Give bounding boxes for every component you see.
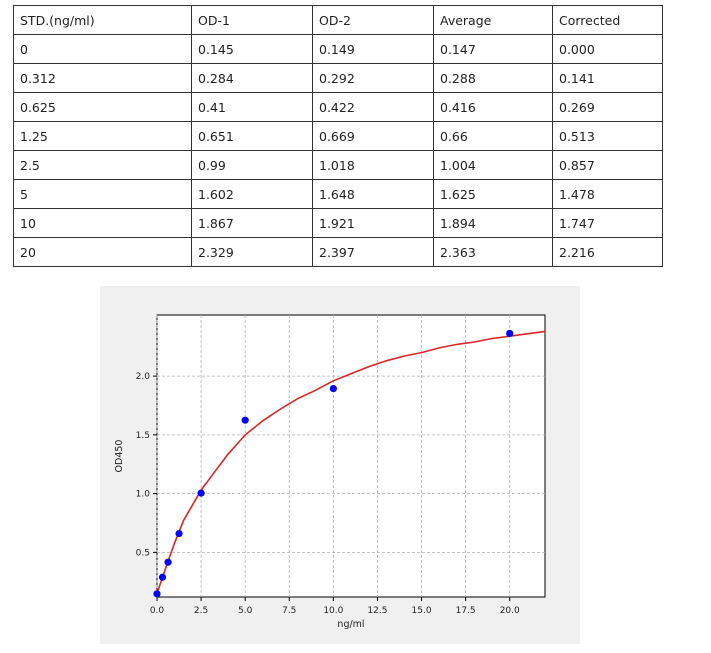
x-tick-label: 2.5	[194, 606, 208, 616]
table-cell: 2.363	[433, 237, 553, 267]
data-point	[197, 489, 205, 497]
column-header: STD.(ng/ml)	[13, 5, 192, 35]
table-row: 10 1.867 1.921 1.894 1.747	[13, 208, 663, 238]
x-tick-label: 20.0	[500, 606, 520, 616]
standard-curve-chart: 0.0 2.5 5.0 7.5 10.0 12.5 15.0 17.5 20.0 0.5 1.0 1…	[114, 314, 546, 630]
x-tick-label: 5.0	[238, 606, 253, 616]
table-cell: 1.25	[13, 121, 192, 151]
column-header: Corrected	[552, 5, 663, 35]
x-tick-label: 12.5	[367, 606, 387, 616]
table-cell: 0.145	[191, 34, 313, 64]
table-cell: 0.149	[312, 34, 434, 64]
table-cell: 0.000	[552, 34, 663, 64]
y-tick-label: 0.5	[136, 548, 150, 558]
table-cell: 2.216	[552, 237, 663, 267]
data-point	[153, 590, 161, 598]
table-row: 5 1.602 1.648 1.625 1.478	[13, 179, 663, 209]
table-cell: 0.651	[191, 121, 313, 151]
table-cell: 0.141	[552, 63, 663, 93]
data-points	[153, 329, 514, 598]
x-axis-label: ng/ml	[337, 619, 364, 630]
table-cell: 0.269	[552, 92, 663, 122]
data-point	[506, 329, 514, 338]
table-cell: 0.99	[191, 150, 313, 180]
y-tick-label: 1.0	[136, 490, 151, 500]
x-axis-ticks: 0.0 2.5 5.0 7.5 10.0 12.5 15.0 17.5 20.0	[150, 597, 520, 616]
y-axis-ticks: 0.5 1.0 1.5 2.0	[136, 372, 157, 558]
standard-curve-table: STD.(ng/ml) OD-1 OD-2 Average Corrected 0 0.14…	[13, 5, 663, 267]
table-cell: 0.669	[312, 121, 434, 151]
fit-curve-group	[156, 330, 546, 594]
table-row: 1.25 0.651 0.669 0.66 0.513	[13, 121, 663, 151]
table-cell: 0.292	[312, 63, 434, 93]
data-point	[175, 529, 183, 538]
table-cell: 2.5	[13, 150, 192, 180]
table-cell: 1.018	[312, 150, 434, 180]
table-cell: 0	[13, 34, 192, 64]
table-header-row: STD.(ng/ml) OD-1 OD-2 Average Corrected	[13, 5, 663, 35]
table-row: 0 0.145 0.149 0.147 0.000	[13, 34, 663, 64]
fit-curve	[156, 330, 546, 594]
table-row: 2.5 0.99 1.018 1.004 0.857	[13, 150, 663, 180]
table-cell: 1.894	[433, 208, 553, 238]
column-header: Average	[433, 5, 553, 35]
y-tick-label: 2.0	[136, 372, 151, 382]
data-point	[158, 573, 167, 581]
table-cell: 0.41	[191, 92, 313, 122]
table-cell: 10	[13, 208, 192, 238]
x-tick-label: 15.0	[412, 606, 432, 616]
table-cell: 0.288	[433, 63, 553, 93]
column-header: OD-1	[191, 5, 313, 35]
x-tick-label: 10.0	[323, 606, 343, 616]
data-point	[164, 558, 172, 566]
table-cell: 1.004	[433, 150, 553, 180]
table-cell: 1.478	[552, 179, 663, 209]
x-tick-label: 17.5	[456, 606, 476, 616]
table-cell: 0.284	[191, 63, 313, 93]
table-cell: 0.312	[13, 63, 192, 93]
table-row: 0.625 0.41 0.422 0.416 0.269	[13, 92, 663, 122]
table-cell: 1.921	[312, 208, 434, 238]
table-cell: 1.867	[191, 208, 313, 238]
table-cell: 2.397	[312, 237, 434, 267]
table-cell: 0.513	[552, 121, 663, 151]
table-cell: 0.625	[13, 92, 192, 122]
table-cell: 0.857	[552, 150, 663, 180]
table-cell: 1.648	[312, 179, 434, 209]
table-cell: 0.416	[433, 92, 553, 122]
table-cell: 5	[13, 179, 192, 209]
y-tick-label: 1.5	[136, 431, 150, 441]
table-row: 0.312 0.284 0.292 0.288 0.141	[13, 63, 663, 93]
table-row: 20 2.329 2.397 2.363 2.216	[13, 237, 663, 267]
plot-area	[156, 314, 546, 598]
data-point	[241, 416, 249, 424]
data-point	[329, 384, 337, 393]
table-cell: 1.602	[191, 179, 313, 209]
chart-panel: 0.0 2.5 5.0 7.5 10.0 12.5 15.0 17.5 20.0 0.5 1.0 1…	[100, 286, 580, 644]
grid-lines	[156, 315, 545, 597]
column-header: OD-2	[312, 5, 434, 35]
x-tick-label: 7.5	[282, 606, 296, 616]
table-cell: 20	[13, 237, 192, 267]
x-tick-label: 0.0	[150, 606, 165, 616]
table-cell: 2.329	[191, 237, 313, 267]
table-cell: 0.66	[433, 121, 553, 151]
table-cell: 1.747	[552, 208, 663, 238]
table-cell: 1.625	[433, 179, 553, 209]
table-cell: 0.422	[312, 92, 434, 122]
y-axis-label: OD450	[114, 440, 125, 473]
table-cell: 0.147	[433, 34, 553, 64]
